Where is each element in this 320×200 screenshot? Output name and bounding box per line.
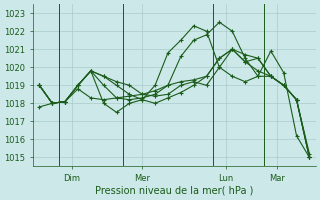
X-axis label: Pression niveau de la mer( hPa ): Pression niveau de la mer( hPa ) [95, 186, 253, 196]
